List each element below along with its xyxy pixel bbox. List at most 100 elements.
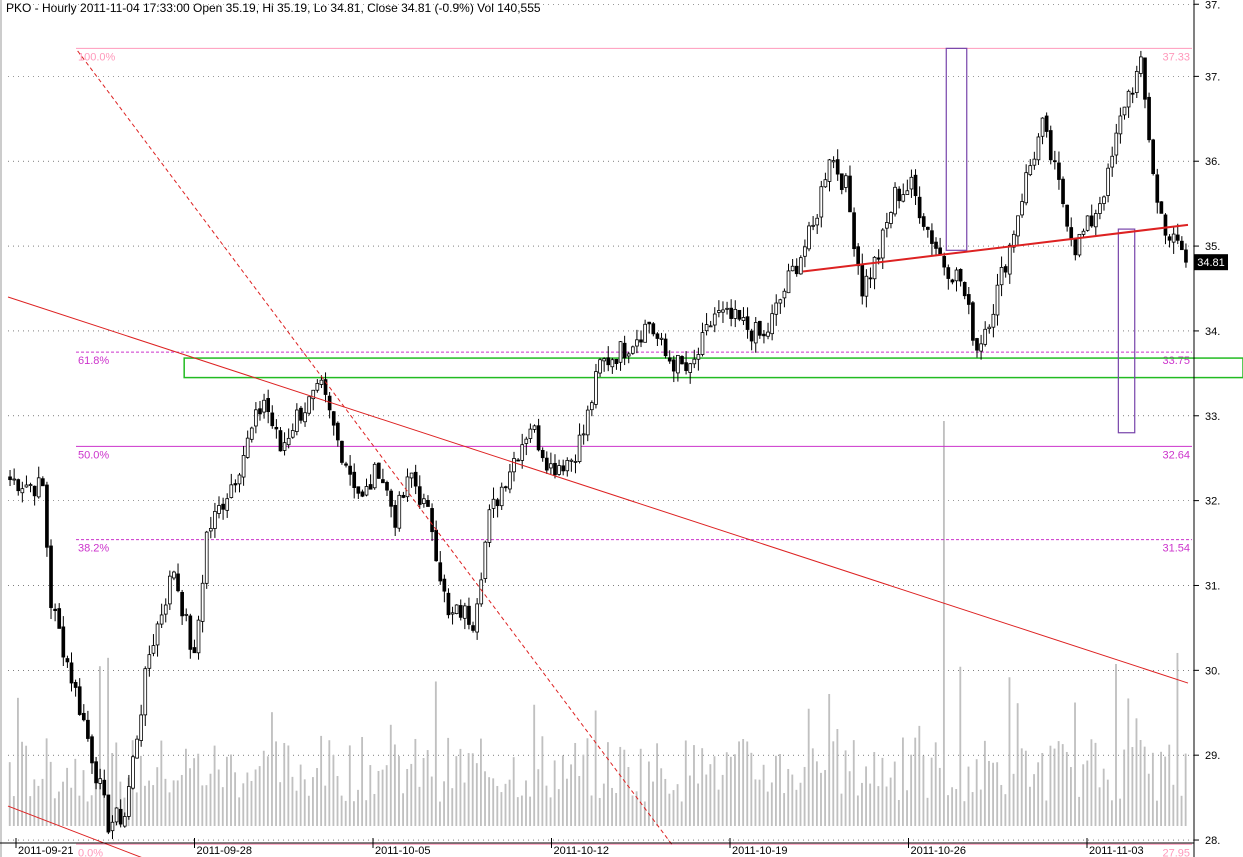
candle-body	[61, 626, 66, 658]
candle-body	[241, 455, 246, 478]
volume-bar	[709, 764, 712, 826]
candle-body	[585, 409, 590, 436]
candle-body	[659, 337, 664, 340]
volume-bar	[615, 793, 618, 826]
y-tick-label: 31.	[1205, 580, 1220, 592]
candle-body	[561, 465, 566, 472]
volume-bar	[410, 763, 413, 826]
candle-body	[876, 257, 881, 260]
candle-body	[971, 302, 975, 341]
volume-bar	[717, 789, 720, 826]
trendline	[7, 296, 1189, 684]
candle-body	[360, 491, 365, 497]
candle-body	[868, 277, 873, 280]
candle-body	[208, 528, 213, 532]
candle-body	[987, 326, 992, 330]
volume-bar	[988, 760, 990, 826]
volume-bar	[914, 737, 917, 826]
candle-body	[1163, 214, 1168, 236]
volume-bar	[918, 725, 921, 826]
candle-body	[1028, 165, 1033, 176]
candle-body	[24, 484, 29, 488]
volume-bar	[963, 801, 966, 826]
candle-body	[749, 330, 754, 342]
volume-bar	[1139, 740, 1142, 826]
volume-bar	[783, 793, 786, 826]
volume-bar	[1000, 784, 1003, 826]
candle-body	[1139, 56, 1143, 74]
candle-body	[991, 313, 996, 328]
volume-bar	[848, 771, 851, 826]
volume-bar	[135, 792, 138, 826]
volume-bar	[803, 766, 806, 826]
volume-bar	[439, 801, 441, 826]
candle-body	[245, 437, 250, 458]
volume-bar	[254, 769, 257, 826]
candle-body	[405, 476, 410, 498]
candle-body	[630, 346, 635, 354]
candle-body	[372, 463, 377, 489]
volume-bar	[418, 786, 421, 826]
volume-bar	[484, 771, 486, 826]
candle-body	[463, 605, 467, 619]
volume-bar	[574, 742, 577, 826]
candle-body	[385, 481, 389, 491]
volume-bar	[103, 790, 105, 826]
candle-body	[1036, 136, 1041, 161]
volume-bar	[713, 756, 716, 826]
candle-body	[536, 425, 541, 451]
volume-bar	[926, 797, 929, 826]
candle-body	[680, 356, 684, 365]
candle-body	[1032, 158, 1037, 166]
volume-bar	[795, 789, 798, 826]
volume-bar	[172, 780, 175, 826]
candle-body	[143, 668, 148, 716]
volume-bar	[590, 795, 593, 826]
volume-bar	[1131, 747, 1134, 826]
volume-bar	[672, 790, 675, 826]
candle-body	[422, 498, 426, 505]
volume-bar	[324, 785, 327, 826]
candle-body	[270, 412, 275, 427]
candle-body	[192, 647, 197, 654]
volume-bar	[693, 745, 695, 826]
volume-bar	[508, 779, 511, 826]
volume-bar	[258, 766, 261, 826]
volume-bar	[652, 781, 654, 826]
candle-body	[917, 196, 922, 219]
candle-body	[602, 358, 606, 362]
volume-bar	[996, 762, 999, 826]
volume-bar	[750, 752, 753, 826]
candle-body	[766, 331, 770, 337]
volume-bar	[217, 769, 220, 826]
candle-body	[266, 398, 271, 413]
candle-body	[700, 332, 705, 355]
volume-bar	[447, 737, 450, 826]
volume-bar	[861, 782, 863, 826]
volume-bar	[910, 754, 913, 826]
candle-body	[622, 342, 627, 359]
x-tick-label: 2011-09-21	[18, 845, 73, 857]
volume-bar	[299, 764, 302, 826]
volume-bar	[566, 778, 568, 826]
candle-body	[397, 494, 402, 529]
candle-body	[348, 465, 352, 475]
candle-body	[114, 807, 119, 823]
candle-body	[549, 463, 553, 469]
candle-body	[237, 474, 242, 485]
candlesticks	[8, 50, 1188, 840]
candle-body	[942, 256, 947, 268]
candle-body	[450, 612, 455, 615]
candle-body	[835, 159, 840, 175]
candle-body	[975, 338, 979, 351]
volume-bar	[283, 742, 286, 826]
candle-body	[921, 216, 926, 227]
volume-bar	[602, 783, 605, 826]
candle-body	[1159, 201, 1164, 214]
volume-bar	[164, 778, 167, 826]
volume-bar	[947, 795, 949, 826]
candle-body	[1175, 234, 1180, 241]
y-tick-label: 32.	[1205, 496, 1220, 508]
volume-bar	[897, 799, 900, 826]
volume-bar	[1102, 768, 1105, 826]
